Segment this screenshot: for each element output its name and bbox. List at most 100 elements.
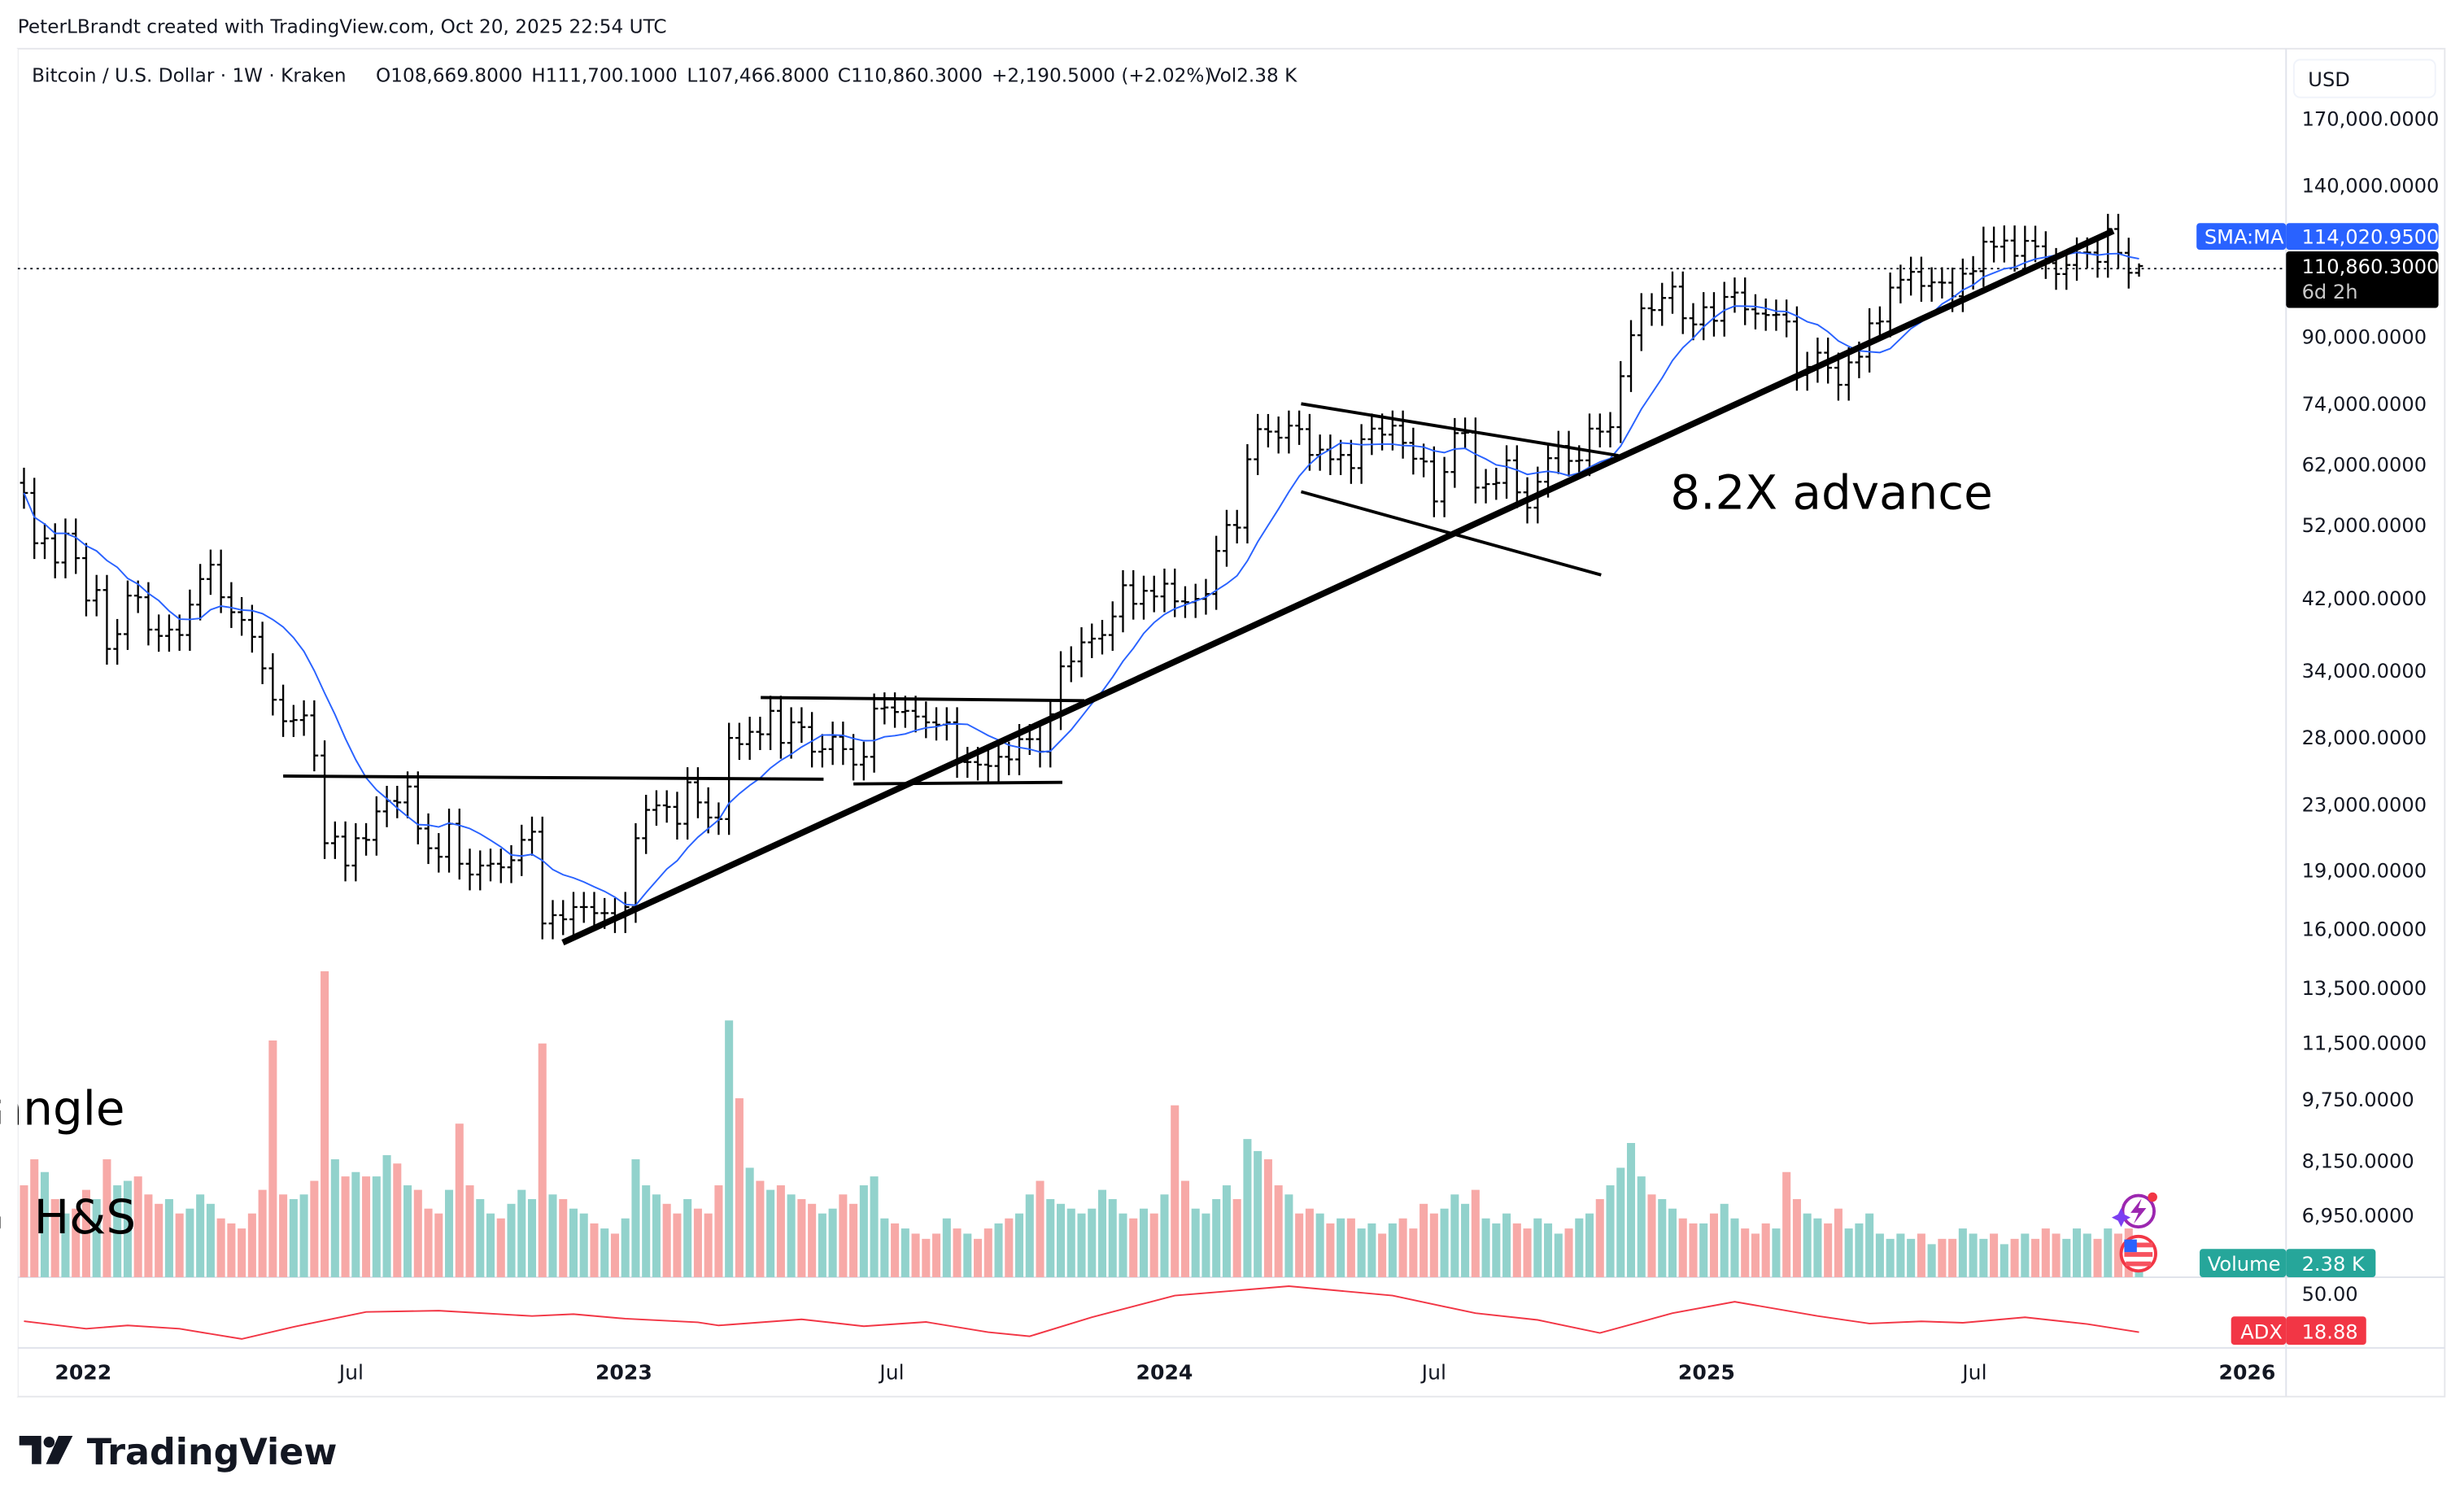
triangle-annotation[interactable]: angle [0,1081,124,1136]
ohlc-bar [1969,255,1978,290]
ohlc-bar [372,796,381,856]
volume-bar [1212,1198,1221,1277]
ohlc-bar [1306,413,1314,471]
volume-bar [901,1228,909,1277]
us-flag-icon[interactable] [2119,1234,2157,1273]
lightning-event-icon[interactable] [2111,1192,2157,1229]
ohlc-bar [777,696,785,759]
volume-bar [216,1218,225,1277]
volume-bar [1378,1233,1387,1277]
price-tick-label: 62,000.0000 [2302,454,2427,477]
volume-bar [1129,1218,1138,1277]
volume-bar [776,1185,785,1277]
volume-bar [704,1213,713,1277]
volume-bar [144,1194,153,1277]
price-tick-label: 23,000.0000 [2302,794,2427,817]
ohlc-bar [1502,445,1511,499]
ohlc-bar [1409,427,1418,475]
volume-bar [693,1208,702,1277]
ohlc-bar [1098,620,1106,655]
volume-bar [72,1208,81,1277]
hs-annotation[interactable]: v H&S [0,1189,136,1245]
legend-high: H111,700.1000 [531,64,677,86]
ohlc-bar [2135,263,2143,277]
volume-bar [1149,1213,1158,1277]
ohlc-bar [2093,237,2102,278]
volume-bar [2000,1244,2008,1277]
channel-top-line[interactable] [1301,402,1619,457]
volume-bar [2021,1233,2030,1277]
ohlc-bar [496,848,505,883]
time-tick-label: 2022 [55,1361,111,1385]
tradingview-logo[interactable]: TradingView [19,1432,338,1473]
volume-bar [1512,1223,1521,1277]
volume-bar [797,1198,806,1277]
ohlc-bar [590,892,599,929]
volume-bar [963,1233,972,1277]
volume-tick-label: 8,150.0000 [2302,1149,2414,1172]
ohlc-bar [2010,225,2019,272]
price-tick-label: 140,000.0000 [2302,174,2440,197]
volume-bar [1865,1213,1874,1277]
volume-bar [102,1159,111,1277]
ohlc-bar [860,741,868,781]
volume-bar [610,1233,619,1277]
volume-bar [994,1223,1003,1277]
volume-bar [1564,1228,1573,1277]
volume-bar [1782,1171,1791,1277]
volume-bar [932,1233,941,1277]
ohlc-bar [124,580,132,650]
legend-symbol[interactable]: Bitcoin / U.S. Dollar · 1W · Kraken [32,64,346,86]
ohlc-bar [1232,509,1241,543]
ohlc-bar [1689,303,1698,341]
channel-bottom-line[interactable] [1300,490,1602,577]
ohlc-bar [321,740,329,859]
ohlc-bar [642,794,651,854]
volume-bar [1585,1213,1594,1277]
volume-bar [2073,1228,2082,1277]
volume-bar [725,1020,734,1277]
volume-bar [434,1213,443,1277]
adx-badge-label: ADX [2240,1320,2283,1343]
volume-bar [1575,1218,1584,1277]
volume-bar [362,1176,371,1277]
ohlc-bar [1066,646,1075,683]
symbol-legend[interactable]: Bitcoin / U.S. Dollar · 1W · Kraken O108… [32,64,1297,86]
rectangle-bottom-line[interactable] [853,780,1062,786]
ohlc-bar [787,707,796,759]
ohlc-bar [403,771,412,818]
ohlc-bar [694,767,702,818]
time-tick-label: Jul [1420,1361,1446,1385]
ohlc-bar [2031,225,2039,263]
volume-bar [1440,1208,1449,1277]
ohlc-bar [1741,277,1750,325]
ohlc-bar [2000,225,2008,263]
volume-bar [1295,1213,1304,1277]
price-tick-label: 52,000.0000 [2302,514,2427,537]
volume-bar [1969,1233,1978,1277]
advance-annotation[interactable]: 8.2X advance [1670,465,1992,521]
volume-bar [1015,1213,1024,1277]
volume-bar [1139,1208,1148,1277]
ohlc-bar [548,900,557,940]
volume-bar [1367,1223,1376,1277]
trendline-drawings[interactable] [283,228,2115,946]
ohlc-bar [528,816,536,856]
ohlc-bar [486,848,495,882]
ohlc-bar [1512,445,1521,508]
volume-bar [911,1233,920,1277]
sma-line [23,251,2139,906]
volume-bar [496,1218,505,1277]
currency-button[interactable] [2292,59,2436,98]
volume-bar [413,1189,422,1277]
volume-bar [1461,1203,1470,1277]
volume-bar [1388,1223,1397,1277]
volume-bar [953,1228,962,1277]
hs-neckline[interactable] [283,774,824,781]
legend-volume: Vol2.38 K [1209,64,1298,86]
ohlc-bar [290,705,298,737]
sma-badge-value: 114,020.9500 [2302,225,2440,248]
main-trendline[interactable] [561,228,2115,946]
rectangle-top-line[interactable] [761,696,1084,703]
